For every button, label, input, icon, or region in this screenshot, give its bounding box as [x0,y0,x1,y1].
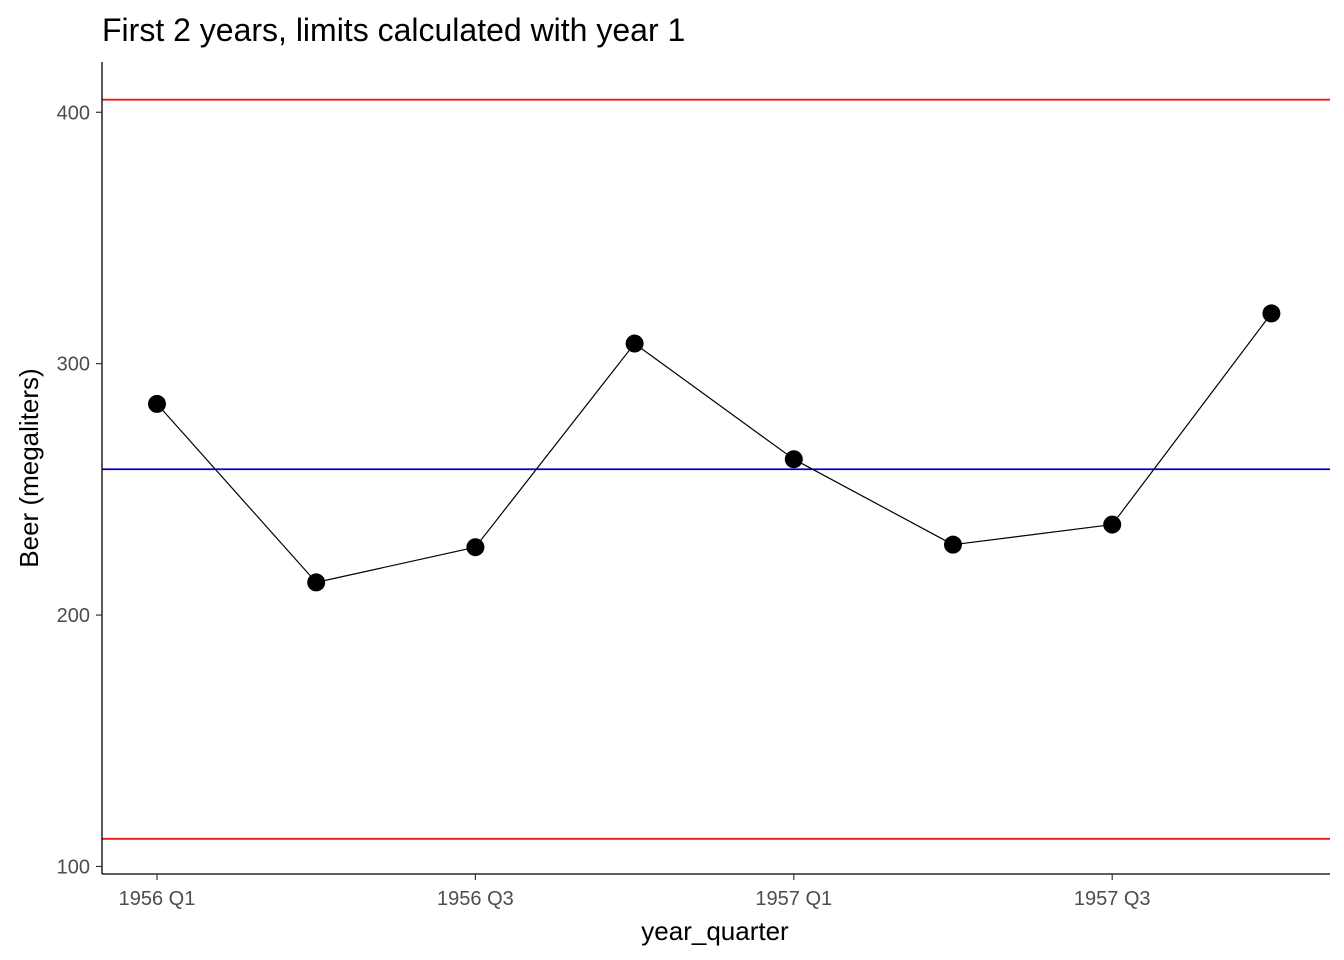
x-tick-label-0: 1956 Q1 [119,888,196,910]
y-tick-label-300: 300 [57,354,90,376]
series-segment-5 [952,523,1113,546]
y-tick-label-200: 200 [57,605,90,627]
x-tick-label-2: 1956 Q3 [437,888,514,910]
data-point-5 [944,535,962,554]
x-tick-label-4: 1957 Q1 [755,888,832,910]
y-tick-label-100: 100 [57,856,90,878]
y-axis-ticks: 100 200 300 400 [57,102,102,878]
data-point-2 [466,538,485,557]
series-segment-2 [474,343,636,548]
reference-lines [102,98,1330,840]
series-lines [156,313,1272,583]
series-segment-4 [793,458,954,546]
x-axis-ticks: 1956 Q1 1956 Q3 1957 Q1 1957 Q3 [119,874,1151,910]
data-point-6 [1103,515,1122,534]
data-point-0 [148,394,166,413]
series-segment-0 [156,403,317,583]
x-axis-label: year_quarter [641,916,789,946]
data-point-3 [625,334,644,353]
y-tick-label-400: 400 [57,102,90,124]
x-tick-label-6: 1957 Q3 [1074,888,1151,910]
series-segment-3 [634,343,795,460]
chart-title: First 2 years, limits calculated with ye… [102,12,685,48]
y-axis-label: Beer (megaliters) [14,368,44,567]
data-point-7 [1262,304,1281,323]
data-point-4 [784,450,803,469]
data-points [148,304,1281,592]
series-segment-6 [1111,313,1272,525]
series-segment-1 [316,546,476,583]
data-point-1 [307,573,326,592]
